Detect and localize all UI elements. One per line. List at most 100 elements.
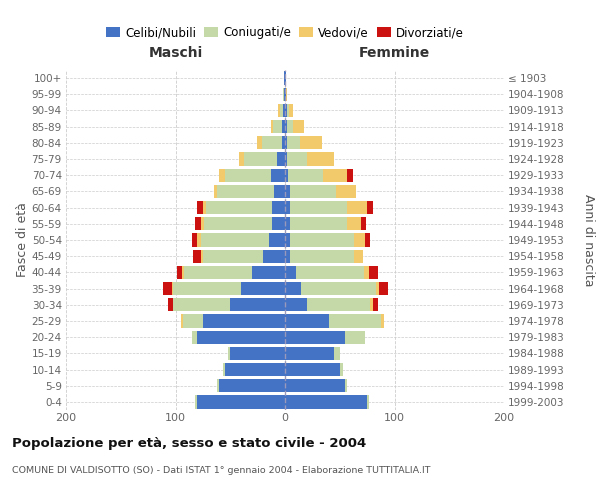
Bar: [197, 201, 203, 214]
Bar: [273, 120, 282, 134]
Bar: [230, 346, 285, 360]
Bar: [285, 72, 286, 85]
Bar: [364, 266, 370, 279]
Bar: [286, 88, 287, 101]
Bar: [285, 234, 290, 246]
Bar: [173, 282, 241, 295]
Bar: [285, 266, 296, 279]
Bar: [307, 298, 370, 312]
Bar: [192, 330, 197, 344]
Bar: [290, 201, 347, 214]
Bar: [197, 396, 285, 408]
Bar: [217, 185, 274, 198]
Bar: [197, 234, 200, 246]
Bar: [263, 250, 285, 263]
Bar: [284, 88, 285, 101]
Y-axis label: Anni di nascita: Anni di nascita: [581, 194, 595, 286]
Text: Femmine: Femmine: [359, 46, 430, 60]
Bar: [271, 120, 273, 134]
Bar: [290, 217, 347, 230]
Bar: [214, 185, 217, 198]
Bar: [323, 168, 347, 182]
Bar: [200, 250, 203, 263]
Bar: [285, 185, 290, 198]
Bar: [285, 282, 301, 295]
Bar: [192, 234, 197, 246]
Bar: [278, 104, 280, 117]
Text: COMUNE DI VALDISOTTO (SO) - Dati ISTAT 1° gennaio 2004 - Elaborazione TUTTITALIA: COMUNE DI VALDISOTTO (SO) - Dati ISTAT 1…: [12, 466, 431, 475]
Bar: [262, 136, 282, 149]
Bar: [285, 136, 287, 149]
Bar: [287, 152, 307, 166]
Bar: [241, 282, 285, 295]
Bar: [285, 250, 290, 263]
Bar: [287, 104, 289, 117]
Bar: [282, 136, 285, 149]
Bar: [354, 234, 365, 246]
Bar: [181, 314, 183, 328]
Bar: [200, 234, 269, 246]
Bar: [225, 363, 285, 376]
Bar: [220, 379, 285, 392]
Bar: [182, 266, 184, 279]
Bar: [334, 346, 340, 360]
Bar: [193, 250, 200, 263]
Bar: [225, 168, 271, 182]
Bar: [230, 298, 285, 312]
Bar: [173, 298, 230, 312]
Bar: [329, 314, 382, 328]
Bar: [354, 250, 363, 263]
Bar: [285, 152, 287, 166]
Bar: [347, 201, 367, 214]
Bar: [367, 201, 373, 214]
Bar: [195, 217, 200, 230]
Bar: [365, 234, 370, 246]
Bar: [301, 136, 322, 149]
Bar: [220, 168, 225, 182]
Bar: [176, 266, 182, 279]
Bar: [285, 201, 290, 214]
Bar: [285, 363, 340, 376]
Bar: [285, 298, 307, 312]
Bar: [347, 168, 353, 182]
Bar: [376, 282, 379, 295]
Bar: [290, 234, 354, 246]
Bar: [287, 120, 293, 134]
Bar: [345, 330, 365, 344]
Bar: [288, 168, 323, 182]
Bar: [373, 298, 378, 312]
Bar: [239, 152, 244, 166]
Bar: [252, 266, 285, 279]
Bar: [287, 136, 301, 149]
Bar: [370, 298, 373, 312]
Bar: [163, 282, 172, 295]
Bar: [206, 201, 272, 214]
Bar: [280, 104, 283, 117]
Bar: [285, 217, 290, 230]
Bar: [272, 201, 285, 214]
Bar: [269, 234, 285, 246]
Bar: [200, 217, 204, 230]
Bar: [223, 363, 225, 376]
Bar: [274, 185, 285, 198]
Bar: [204, 217, 272, 230]
Legend: Celibi/Nubili, Coniugati/e, Vedovi/e, Divorziati/e: Celibi/Nubili, Coniugati/e, Vedovi/e, Di…: [101, 22, 469, 44]
Bar: [195, 396, 197, 408]
Bar: [203, 314, 285, 328]
Bar: [277, 152, 285, 166]
Bar: [347, 217, 361, 230]
Bar: [296, 266, 364, 279]
Bar: [285, 168, 288, 182]
Bar: [228, 346, 230, 360]
Bar: [285, 379, 345, 392]
Bar: [203, 250, 263, 263]
Bar: [285, 88, 286, 101]
Bar: [203, 201, 206, 214]
Bar: [184, 266, 252, 279]
Bar: [293, 120, 304, 134]
Bar: [285, 396, 367, 408]
Bar: [283, 88, 284, 101]
Bar: [285, 346, 334, 360]
Bar: [217, 379, 220, 392]
Bar: [272, 217, 285, 230]
